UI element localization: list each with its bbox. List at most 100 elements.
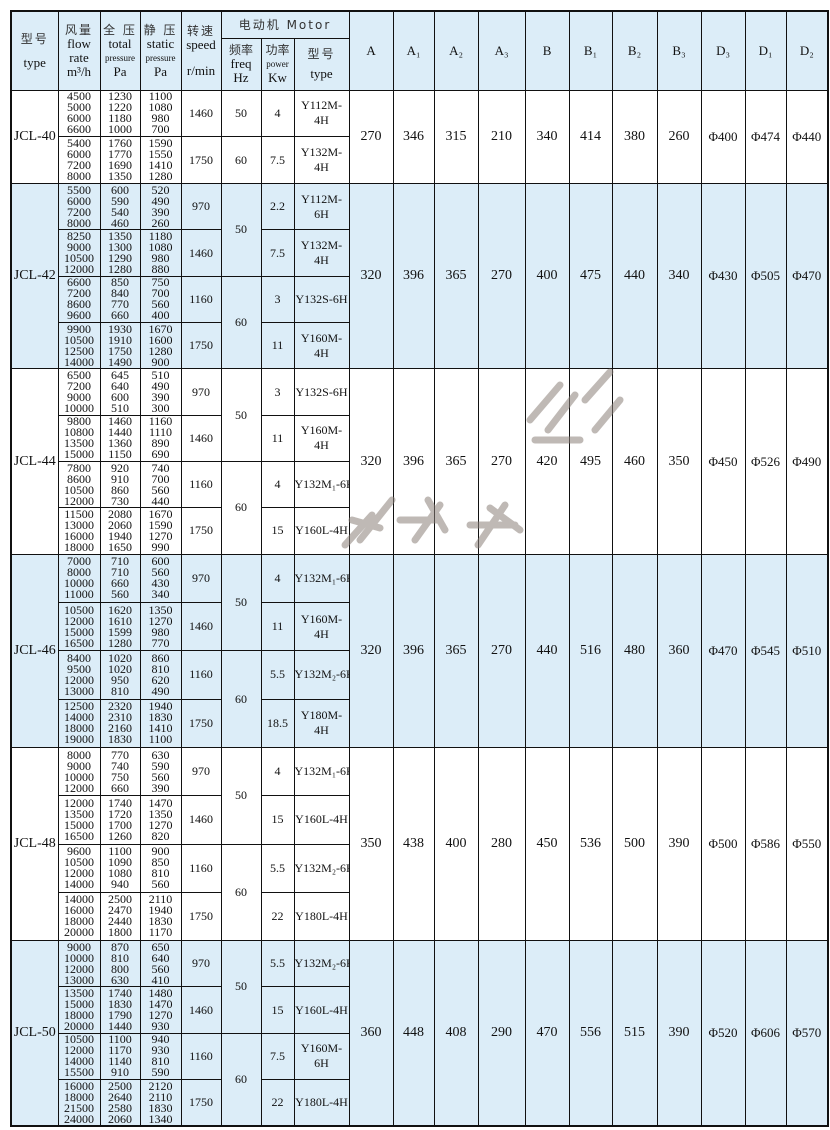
table-row: 13500 15000 18000 20000 1740 1830 1790 1440 1480… (11, 986, 828, 1034)
static-value: 810 (151, 1054, 170, 1069)
header-dim-d3: D₃ (700, 10, 746, 91)
header-total-pressure: 全 压 total pressure Pa (99, 10, 141, 91)
static-value: 1100 (148, 732, 173, 747)
flow-value: 18000 (64, 539, 94, 554)
static-value: 770 (151, 635, 170, 650)
header-freq-en: freq (230, 56, 252, 71)
speed-value: 1750 (180, 1079, 222, 1127)
static-value: 440 (151, 493, 170, 508)
flow-value: 24000 (64, 1111, 94, 1126)
total-value: 1700 (108, 817, 132, 832)
speed-value: 970 (180, 746, 222, 797)
header-mtype-en: type (310, 66, 333, 81)
freq-value: 50 (220, 940, 262, 1034)
dim-a3-value: 270 (477, 553, 526, 748)
total-values: 2320 2310 2160 1830 (99, 698, 141, 748)
static-value: 820 (151, 828, 170, 843)
dim-a3-value: 290 (477, 940, 526, 1127)
table-row: 9900 10500 12500 14000 1930 1910 1750 1490 1670 1… (11, 322, 828, 370)
table-row: 12000 13500 15000 16500 1740 1720 1700 1260 1470… (11, 795, 828, 845)
static-values: 510 490 390 300 (139, 368, 182, 416)
static-value: 1180 (148, 229, 173, 244)
model-name: JCL-50 (10, 940, 59, 1127)
total-values: 600 590 540 460 (99, 183, 141, 231)
model-name: JCL-42 (10, 183, 59, 370)
flow-values: 9600 10500 12000 14000 (57, 843, 101, 893)
static-value: 900 (151, 844, 170, 859)
total-value: 460 (111, 215, 129, 230)
header-flow-en2: rate (69, 49, 89, 65)
freq-value: 50 (220, 183, 262, 277)
total-value: 1460 (108, 415, 132, 429)
power-value: 4 (260, 89, 295, 138)
table-row: JCL-48 8000 9000 10000 12000 770 740 750 660 630 5… (10, 746, 829, 942)
total-value: 660 (111, 576, 129, 591)
static-value: 600 (151, 554, 170, 569)
total-value: 770 (111, 297, 129, 312)
flow-value: 8600 (67, 471, 91, 486)
dim-a2-value: 315 (433, 89, 479, 185)
header-dim-a2: A₂ (433, 10, 479, 91)
dim-a-value: 320 (348, 553, 394, 748)
flow-values: 10500 12000 15000 16500 (57, 601, 101, 652)
static-value: 700 (151, 471, 170, 486)
flow-value: 7200 (67, 286, 91, 301)
speed-value: 1160 (180, 460, 222, 509)
static-value: 1270 (148, 528, 173, 543)
static-values: 650 640 560 410 (139, 940, 182, 988)
flow-value: 8000 (67, 215, 91, 230)
static-value: 990 (151, 539, 170, 554)
static-value: 520 (151, 183, 170, 197)
power-value: 2.2 (260, 183, 295, 231)
dim-a1-value: 396 (392, 368, 435, 555)
power-value: 22 (260, 891, 295, 942)
header-dim-b3: B₃ (656, 10, 702, 91)
speed-value: 970 (180, 368, 222, 416)
header-flow-zh: 风量 (64, 22, 93, 37)
dim-a2-value: 365 (433, 183, 479, 370)
header-dim-b1: B₁ (568, 10, 613, 91)
static-value: 1940 (148, 699, 173, 714)
total-values: 1230 1220 1180 1000 (99, 89, 141, 138)
dim-b3-value: 360 (656, 553, 702, 748)
total-value: 2580 (108, 1100, 132, 1115)
model-name: JCL-44 (10, 368, 59, 555)
total-value: 1770 (108, 147, 132, 162)
flow-value: 12000 (64, 613, 94, 628)
flow-value: 6000 (67, 147, 91, 162)
header-motor-type: 型号 type (293, 37, 350, 91)
flow-value: 14000 (64, 892, 94, 907)
flow-value: 15000 (64, 624, 94, 639)
static-value: 1410 (148, 721, 173, 736)
header-power-zh: 功率 (265, 43, 290, 57)
total-value: 1170 (108, 1043, 132, 1058)
flow-value: 12500 (64, 343, 94, 358)
static-value: 1550 (148, 147, 173, 162)
static-value: 890 (151, 436, 170, 451)
static-values: 2110 1940 1830 1170 (139, 891, 182, 942)
static-value: 1830 (148, 914, 173, 929)
motor-type-value: Y180M-4H (293, 698, 350, 748)
total-value: 1260 (108, 828, 132, 843)
motor-type-value: Y132S-6H (293, 275, 350, 324)
flow-value: 11000 (64, 587, 94, 602)
total-value: 730 (111, 493, 129, 508)
flow-values: 5500 6000 7200 8000 (57, 183, 101, 231)
dim-b-value: 450 (524, 746, 570, 942)
dim-b2-value: 500 (611, 746, 658, 942)
dim-a1-value: 438 (392, 746, 435, 942)
static-value: 750 (151, 276, 170, 290)
total-value: 1690 (108, 158, 132, 173)
static-values: 600 560 430 340 (139, 553, 182, 603)
dim-b3-value: 340 (656, 183, 702, 370)
header-flow-unit: m³/h (66, 63, 92, 79)
power-value: 5.5 (260, 650, 295, 700)
flow-value: 5500 (67, 183, 91, 197)
table-row: 12500 14000 18000 19000 2320 2310 2160 1830 1940… (11, 698, 828, 748)
flow-value: 9600 (67, 844, 91, 859)
total-value: 640 (111, 379, 129, 394)
motor-type-value: Y132S-6H (293, 368, 350, 416)
motor-type-value: Y132M-4H (293, 136, 350, 185)
static-value: 560 (151, 877, 170, 892)
table-row: 6600 7200 8600 9600 850 840 770 660 750 700 560 400… (11, 275, 828, 370)
